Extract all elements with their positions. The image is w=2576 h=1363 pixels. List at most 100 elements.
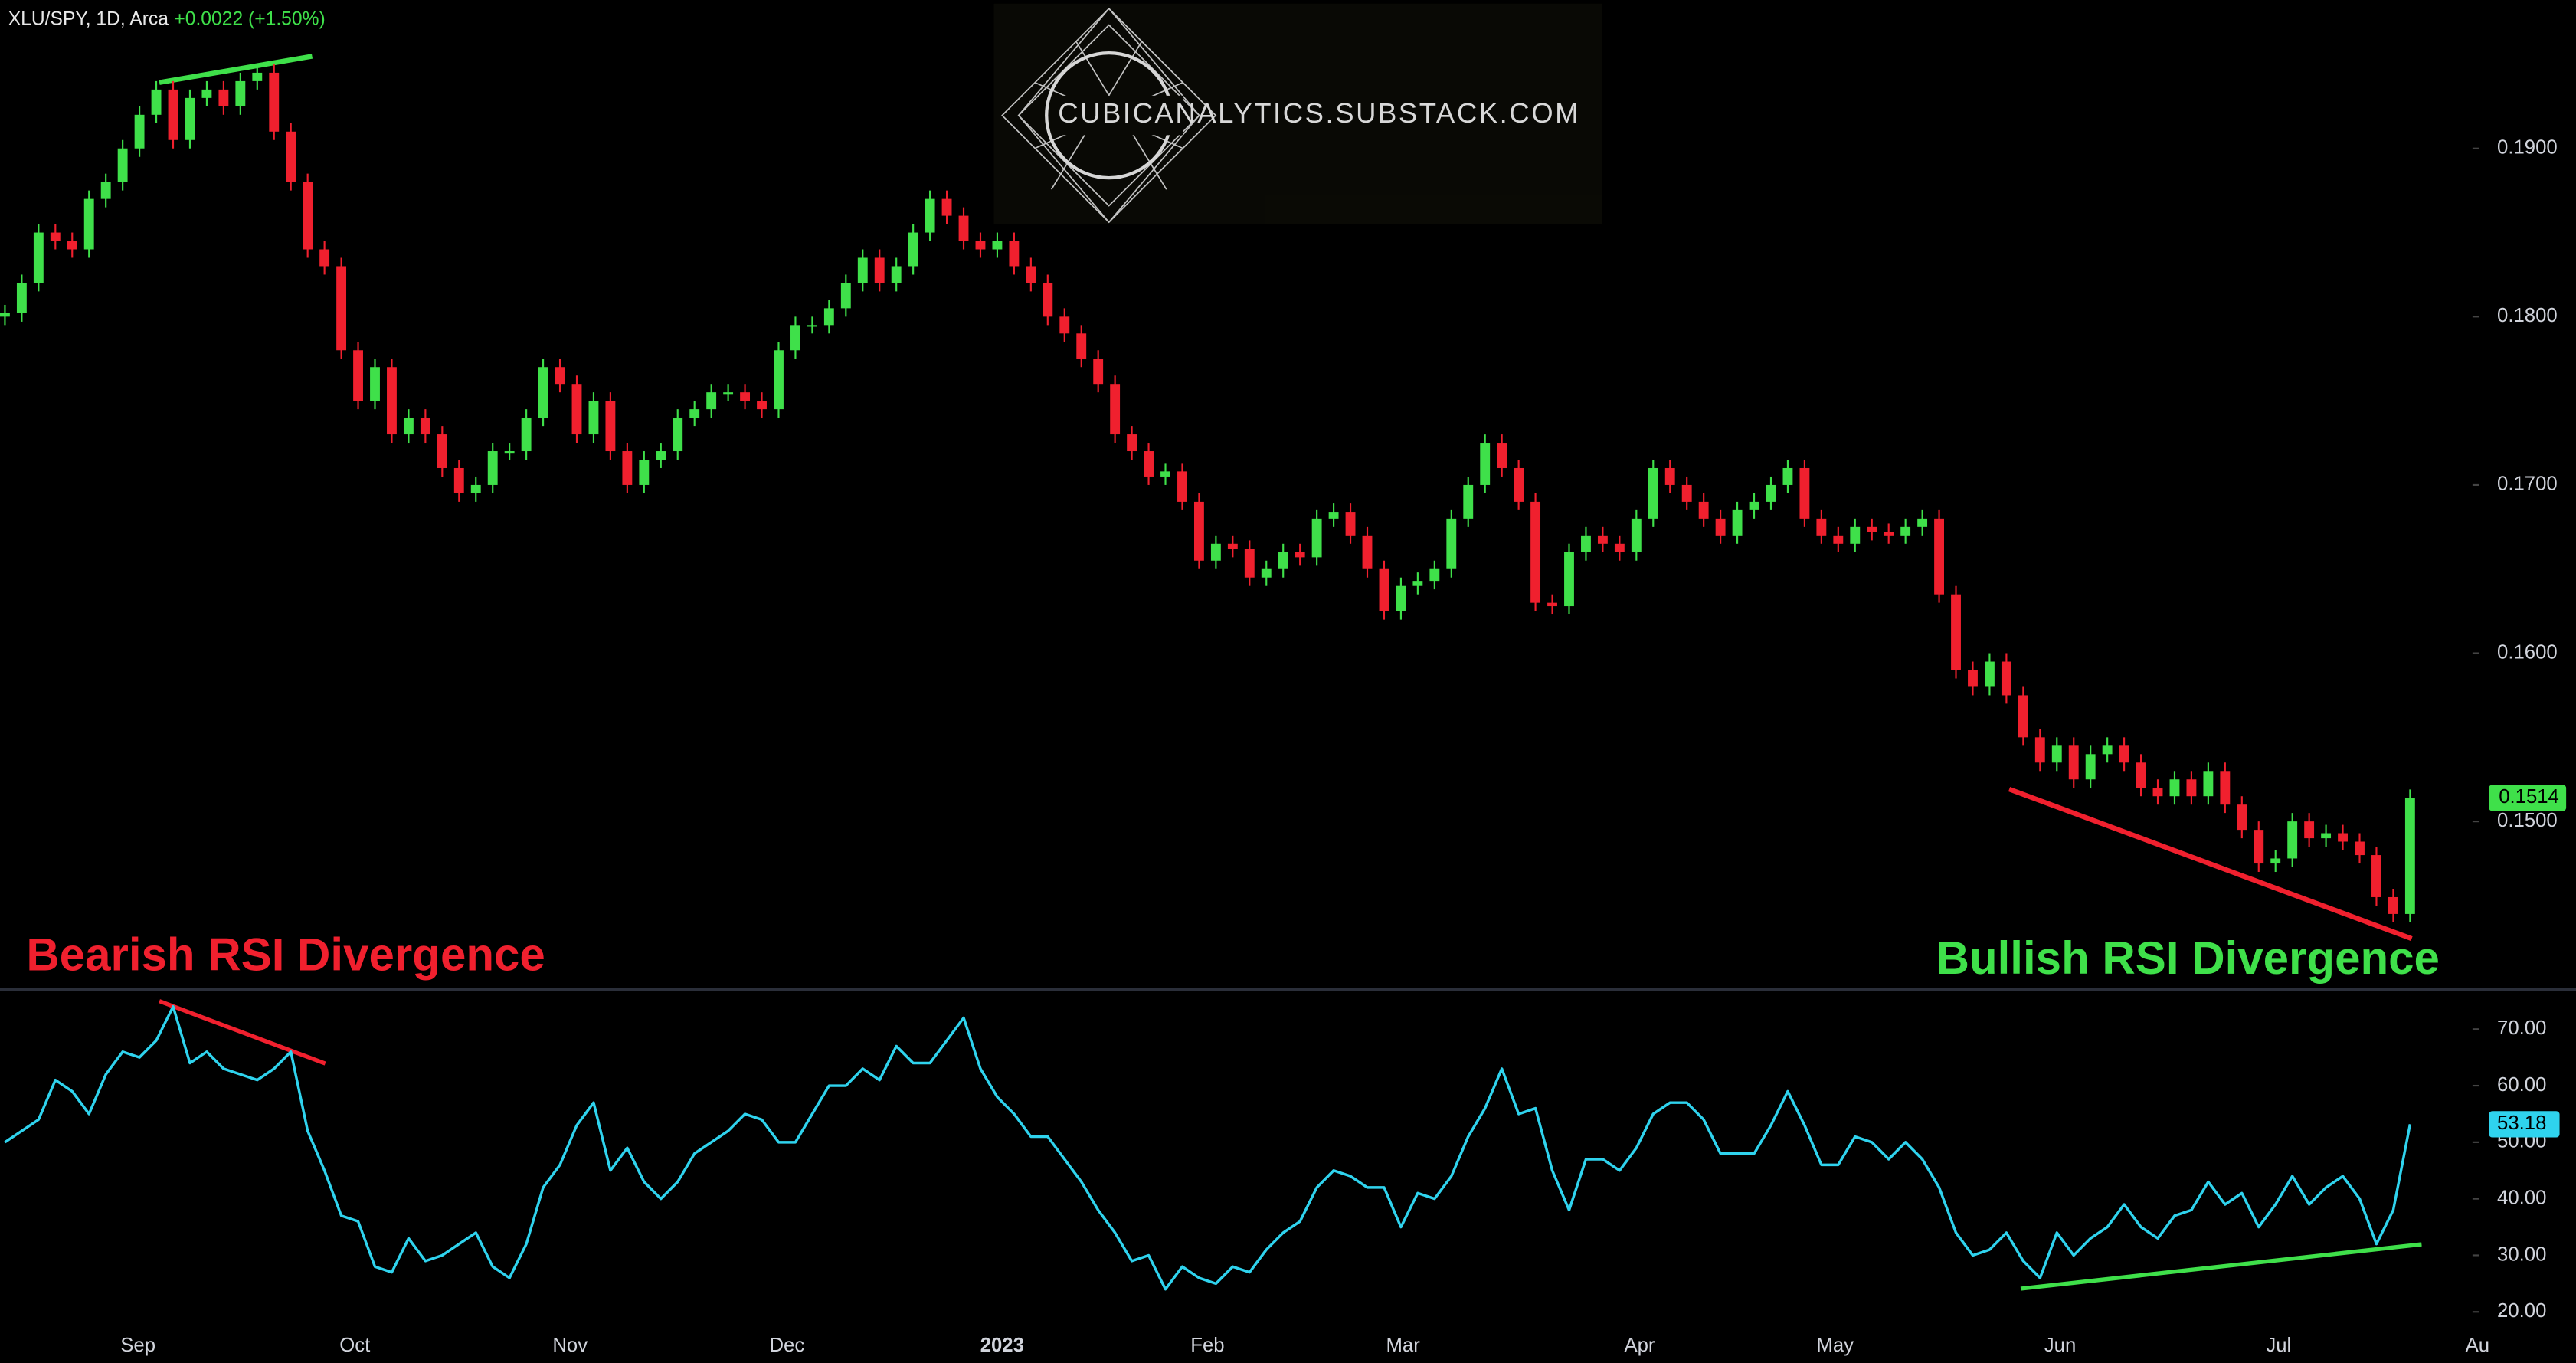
candle-body (1799, 467, 1810, 519)
candle-body (2254, 830, 2264, 864)
watermark-text: CUBICANALYTICS.SUBSTACK.COM (1058, 97, 1580, 129)
candle-body (286, 131, 296, 182)
candle-body (639, 460, 650, 485)
candle-body (925, 198, 935, 233)
marks: 0.1500 0.1600 0.1700 0.1800 0.1900 0.1514 20.0… (0, 64, 2567, 1356)
candle-body (0, 313, 10, 317)
trend-line (159, 999, 326, 1066)
candle-body (1379, 568, 1389, 611)
candle-body (975, 241, 986, 250)
candle-body (1614, 543, 1625, 552)
trend-line (2008, 786, 2413, 942)
price-change: +0.0022 (+1.50%) (174, 9, 325, 30)
candle-body (2169, 779, 2180, 797)
y-tick-label: 0.1800 (2497, 305, 2558, 326)
x-tick-label: Feb (1190, 1335, 1224, 1356)
y-tick-label: 60.00 (2497, 1074, 2546, 1096)
candle-body (16, 283, 27, 313)
y-tick-label: 20.00 (2497, 1300, 2546, 1322)
candle-body (387, 367, 397, 435)
candle-body (1227, 543, 1238, 549)
candle-body (823, 308, 834, 326)
candle-body (605, 401, 616, 452)
candle-body (33, 232, 44, 283)
trend-line (159, 54, 313, 85)
candle-body (706, 392, 717, 410)
candle-body (2203, 771, 2214, 797)
y-tick-label: 0.1500 (2497, 810, 2558, 831)
candle-body (353, 350, 363, 401)
candle-body (1985, 661, 1995, 687)
candle-body (437, 434, 447, 468)
candle-body (403, 418, 414, 435)
candle-body (1867, 526, 1877, 532)
candle-body (2338, 833, 2348, 842)
candle-body (1110, 384, 1121, 435)
x-tick-label: 2023 (980, 1335, 1024, 1356)
candle-body (100, 182, 111, 199)
candle-body (2388, 896, 2398, 914)
candle-body (2237, 804, 2247, 831)
candle-body (1715, 518, 1726, 536)
candle-body (2102, 745, 2113, 755)
bearish-annotation: Bearish RSI Divergence (26, 929, 545, 981)
candle-body (1951, 594, 1961, 670)
candle-body (774, 350, 784, 410)
candle-body (1514, 467, 1524, 502)
last-price-box (2489, 785, 2567, 811)
candle-body (1597, 535, 1608, 544)
candle-body (2152, 788, 2163, 797)
x-tick-label: Jun (2044, 1335, 2076, 1356)
candle-body (303, 182, 313, 250)
candle-body (1664, 467, 1675, 485)
candle-body (269, 72, 280, 132)
x-tick-label: Nov (552, 1335, 588, 1356)
candle-body (1127, 434, 1137, 452)
y-tick-label: 30.00 (2497, 1243, 2546, 1265)
rsi-line (4, 1004, 2412, 1291)
candle-body (1412, 581, 1423, 586)
candle-body (1749, 501, 1759, 510)
candle-body (2220, 771, 2231, 805)
candle-body (1278, 552, 1288, 569)
candle-body (1076, 333, 1087, 359)
candle-body (2355, 841, 2365, 856)
candle-body (1530, 501, 1541, 603)
candle-body (117, 148, 128, 182)
bullish-annotation: Bullish RSI Divergence (1936, 932, 2440, 984)
candle-body (1564, 552, 1574, 607)
candle-body (1160, 471, 1170, 477)
candle-body (840, 283, 851, 309)
candle-body (740, 392, 751, 401)
candle-body (2051, 745, 2062, 763)
candle-body (588, 401, 599, 435)
candle-body (201, 89, 212, 98)
candle-body (857, 257, 868, 283)
candle-body (757, 401, 767, 410)
candle-body (1497, 443, 1507, 468)
watermark: CUBICANALYTICS.SUBSTACK.COM (993, 3, 1602, 224)
candle-body (1968, 670, 1978, 687)
candle-body (1210, 543, 1221, 561)
candle-body (1177, 471, 1187, 502)
candle-body (151, 89, 162, 115)
candle-body (689, 409, 700, 418)
candle-body (1850, 526, 1861, 544)
candle-body (571, 384, 582, 435)
candle-body (1043, 283, 1053, 317)
candle-body (555, 367, 565, 385)
candle-body (1631, 518, 1642, 552)
candle-body (2018, 695, 2028, 738)
candle-body (1059, 316, 1070, 334)
candle-body (453, 467, 464, 493)
candle-body (1261, 568, 1272, 578)
x-tick-label: Sep (120, 1335, 155, 1356)
candle-body (1816, 518, 1827, 536)
candle-body (1648, 467, 1658, 519)
candle-body (134, 114, 145, 149)
candle-body (252, 72, 263, 81)
candle-body (336, 266, 347, 351)
candle-body (622, 451, 633, 485)
